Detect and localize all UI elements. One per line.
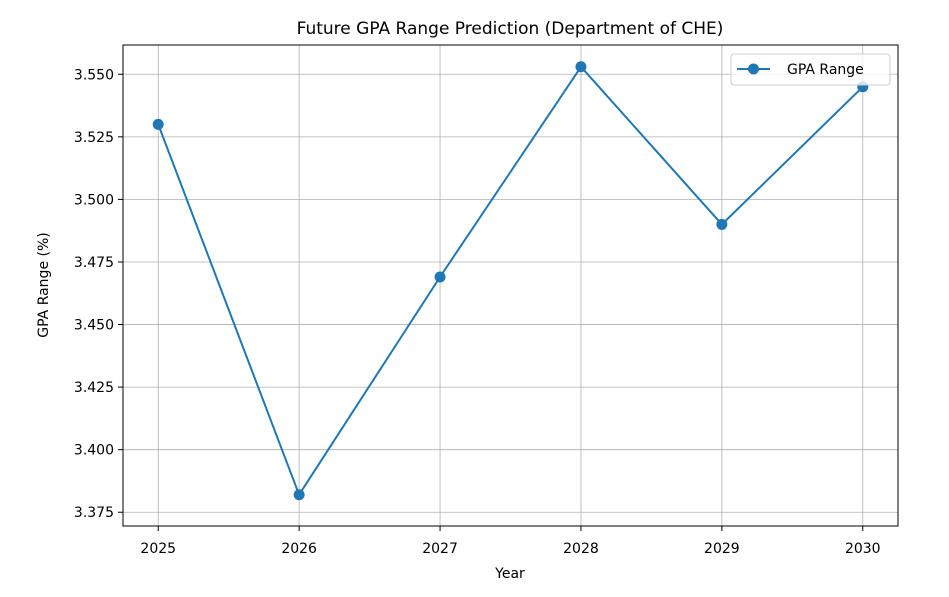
x-tick-label: 2026 <box>281 541 317 557</box>
y-tick-label: 3.425 <box>74 380 114 396</box>
legend: GPA Range <box>730 53 891 86</box>
x-gridlines <box>157 45 864 526</box>
series-gpa-range <box>152 61 869 501</box>
x-tick-label: 2030 <box>845 541 881 557</box>
x-tick-label: 2027 <box>422 541 458 557</box>
y-tick-label: 3.400 <box>74 443 114 459</box>
y-tick-label: 3.550 <box>74 67 114 83</box>
data-point <box>152 118 164 130</box>
y-tick-label: 3.525 <box>74 130 114 146</box>
y-tick-label: 3.475 <box>74 255 114 271</box>
y-axis-ticks: 3.375 3.400 3.425 3.450 3.475 3.500 3.525 3.550 <box>74 67 123 521</box>
legend-label: GPA Range <box>787 62 864 78</box>
x-tick-label: 2025 <box>140 541 176 557</box>
data-point <box>434 271 446 283</box>
x-tick-label: 2028 <box>563 541 599 557</box>
y-gridlines <box>123 73 898 513</box>
x-tick-label: 2029 <box>704 541 740 557</box>
legend-marker-swatch <box>748 63 759 75</box>
chart-title: Future GPA Range Prediction (Department … <box>297 19 724 39</box>
legend-box <box>730 53 891 86</box>
y-tick-label: 3.375 <box>74 505 114 521</box>
plot-area-frame <box>122 44 899 527</box>
x-axis-label: Year <box>494 566 525 582</box>
data-point <box>293 489 305 501</box>
x-axis-ticks: 2025 2026 2027 2028 2029 2030 <box>140 526 881 557</box>
y-axis-label: GPA Range (%) <box>36 232 52 337</box>
data-point <box>575 61 587 73</box>
data-point <box>716 218 728 230</box>
series-line <box>157 65 864 496</box>
y-tick-label: 3.500 <box>74 192 114 208</box>
y-tick-label: 3.450 <box>74 318 114 334</box>
